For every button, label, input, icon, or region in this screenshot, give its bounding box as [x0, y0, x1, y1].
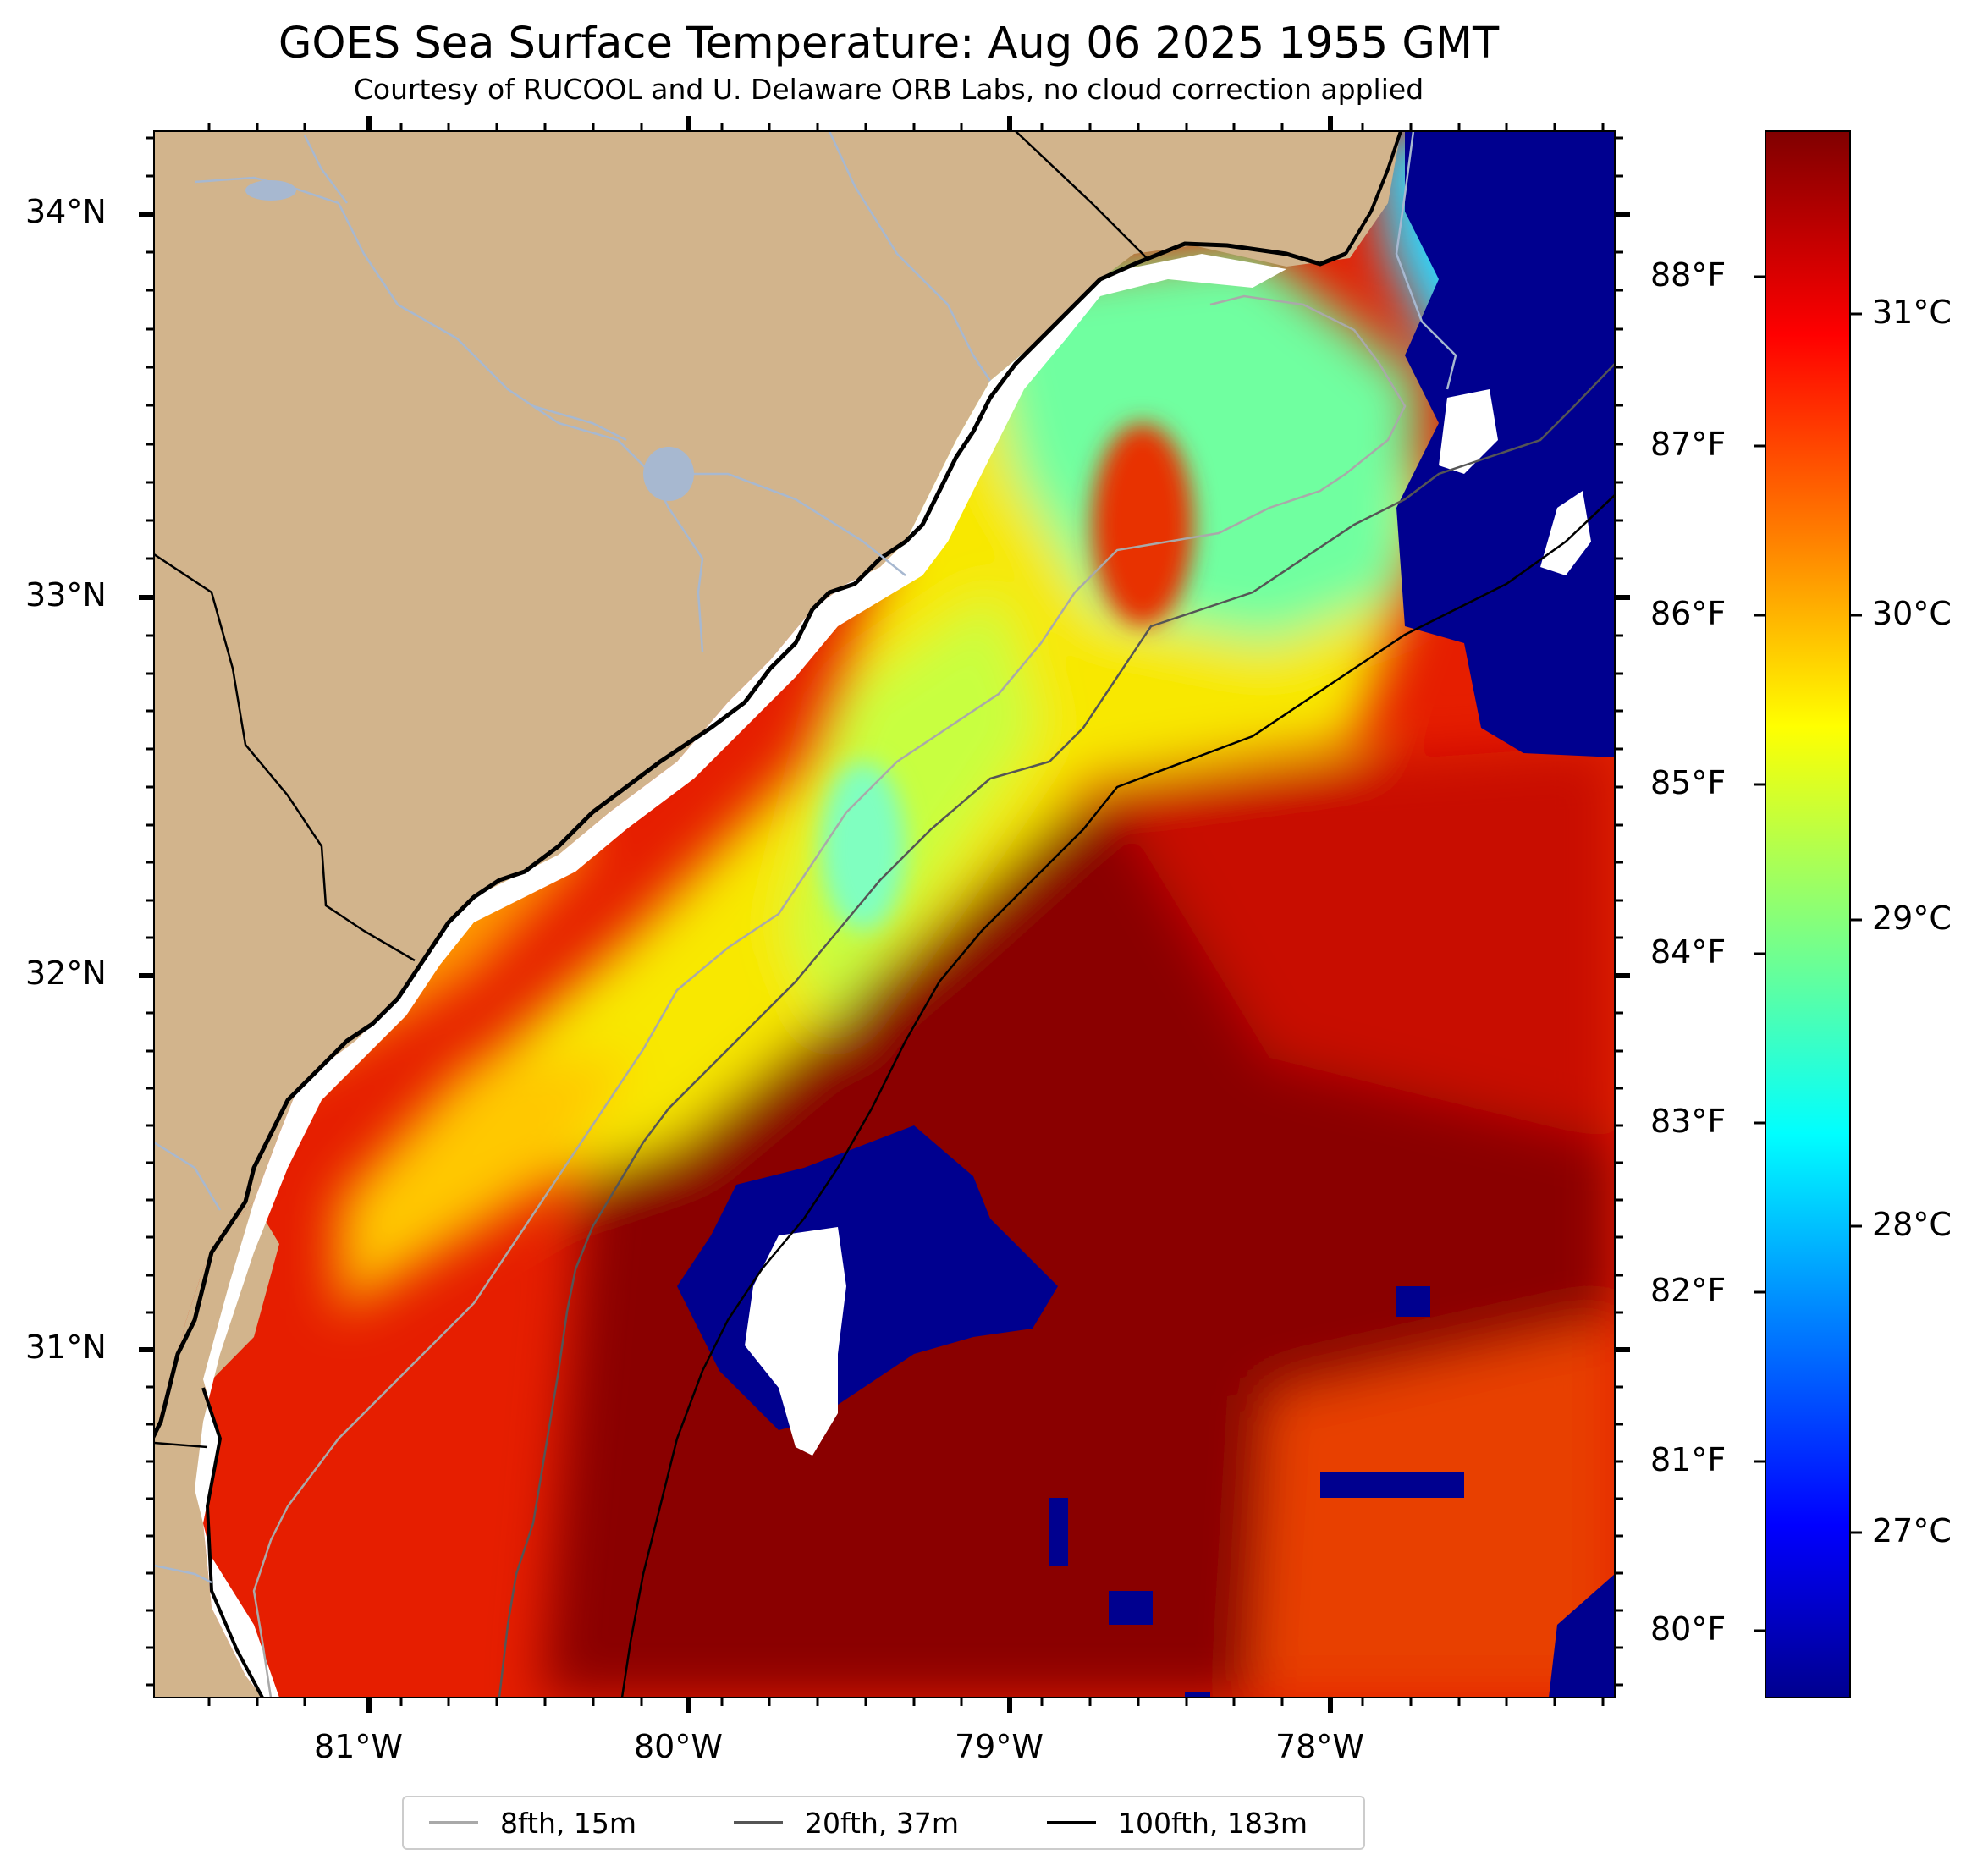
state-border-sc-ga: [154, 553, 416, 962]
celsius-label-27: 27°C: [1872, 1512, 1952, 1549]
cloud-mask-southeast: [1549, 1574, 1615, 1698]
contour-legend: 8fth, 15m 20fth, 37m 100fth, 183m: [402, 1796, 1365, 1850]
fahrenheit-label-80: 80°F: [1650, 1610, 1726, 1648]
warm-water-southeast: [1253, 1320, 1615, 1698]
fahrenheit-ticks: [1754, 275, 1765, 1632]
fahrenheit-label-86: 86°F: [1650, 595, 1726, 632]
legend-label-8fth: 8fth, 15m: [500, 1806, 637, 1840]
coastline-north: [1344, 131, 1402, 256]
lake-north: [245, 180, 296, 201]
legend-item-8fth: 8fth, 15m: [429, 1797, 636, 1848]
lon-major-ticks-top: [366, 116, 1333, 131]
legend-line-20fth: [734, 1821, 783, 1824]
state-border-ga-fl: [154, 1441, 208, 1449]
lon-label-81: 81°W: [314, 1728, 403, 1765]
contour-20fth: [498, 363, 1615, 1698]
no-data-northeast: [1439, 389, 1498, 474]
nearshore-yellow: [339, 1058, 635, 1312]
land-south: [154, 1379, 262, 1698]
cool-filament: [821, 762, 906, 931]
lat-major-ticks: [139, 212, 1630, 1352]
contour-8fth: [252, 294, 1407, 1698]
lon-minor-ticks: [207, 123, 1605, 1706]
lake-marion: [643, 447, 694, 501]
map-area: [154, 131, 1615, 1698]
lon-label-78: 78°W: [1275, 1728, 1364, 1765]
lat-label-34: 34°N: [25, 193, 107, 230]
legend-line-8fth: [429, 1821, 478, 1824]
fahrenheit-label-82: 82°F: [1650, 1272, 1726, 1309]
lat-label-33: 33°N: [25, 576, 107, 614]
coastline: [154, 241, 1346, 1440]
coastline-south: [201, 1387, 264, 1698]
lon-label-79: 79°W: [955, 1728, 1044, 1765]
celsius-ticks: [1850, 312, 1862, 1534]
celsius-label-30: 30°C: [1872, 595, 1952, 632]
fahrenheit-label-88: 88°F: [1650, 256, 1726, 294]
celsius-label-31: 31°C: [1872, 294, 1952, 331]
fahrenheit-label-84: 84°F: [1650, 933, 1726, 971]
legend-line-100fth: [1047, 1821, 1096, 1824]
fahrenheit-label-87: 87°F: [1650, 426, 1726, 463]
warm-eddy: [1092, 423, 1193, 626]
colorbar: [1765, 130, 1851, 1698]
legend-label-100fth: 100fth, 183m: [1118, 1806, 1308, 1840]
fahrenheit-label-83: 83°F: [1650, 1103, 1726, 1140]
cloud-mask-northeast: [1396, 131, 1615, 757]
map-subtitle: Courtesy of RUCOOL and U. Delaware ORB L…: [353, 73, 1424, 106]
legend-item-100fth: 100fth, 183m: [1047, 1797, 1308, 1848]
lon-major-ticks-bottom: [366, 1698, 1333, 1713]
celsius-label-28: 28°C: [1872, 1206, 1952, 1243]
cloud-specks: [1049, 1286, 1464, 1698]
no-data-east: [1540, 491, 1591, 575]
lat-label-32: 32°N: [25, 955, 107, 992]
state-border-nc-sc: [1015, 131, 1148, 259]
map-title: GOES Sea Surface Temperature: Aug 06 202…: [278, 19, 1500, 69]
lat-minor-ticks: [146, 136, 1623, 1687]
celsius-label-29: 29°C: [1872, 900, 1952, 937]
lat-label-31: 31°N: [25, 1329, 107, 1366]
fahrenheit-label-85: 85°F: [1650, 764, 1726, 801]
rivers: [154, 131, 1457, 1584]
fahrenheit-label-81: 81°F: [1650, 1441, 1726, 1478]
map-frame: [153, 130, 1616, 1698]
contour-100fth: [620, 494, 1615, 1698]
legend-label-20fth: 20fth, 37m: [805, 1806, 959, 1840]
cool-water-north: [973, 245, 1422, 643]
warm-water-east: [1100, 745, 1615, 1142]
no-data-center: [745, 1227, 846, 1456]
lon-label-80: 80°W: [634, 1728, 723, 1765]
legend-item-20fth: 20fth, 37m: [734, 1797, 959, 1848]
land-north: [154, 131, 1401, 1439]
